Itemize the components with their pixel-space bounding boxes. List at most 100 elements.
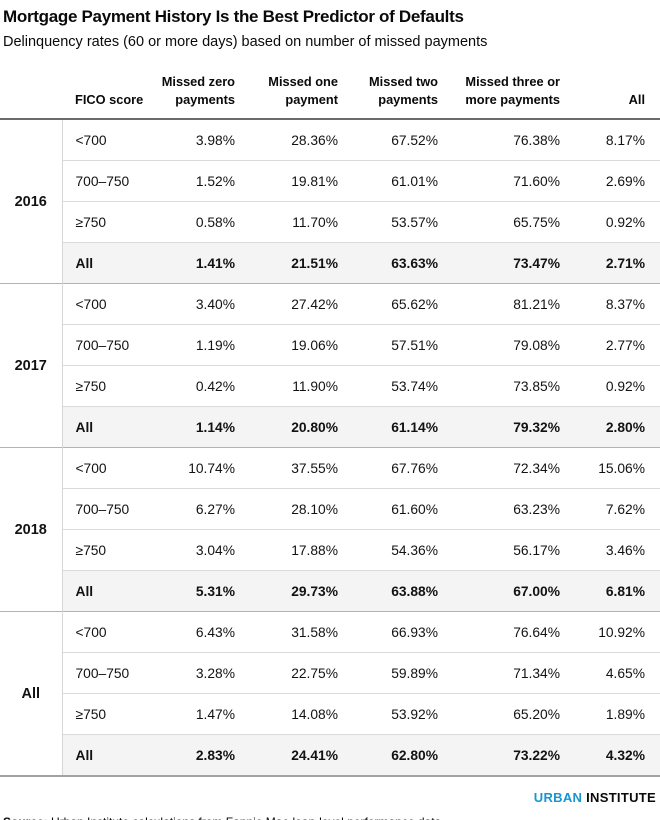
value-cell: 28.10% <box>235 488 338 530</box>
value-cell: 14.08% <box>235 693 338 735</box>
value-cell: 6.27% <box>152 488 235 530</box>
value-cell: 61.01% <box>338 160 438 202</box>
value-cell: 0.92% <box>560 201 660 243</box>
table-row: ≥750 1.47% 14.08% 53.92% 65.20% 1.89% <box>0 693 660 735</box>
value-cell: 11.70% <box>235 201 338 243</box>
delinquency-table: FICO score Missed zero payments Missed o… <box>0 63 660 777</box>
value-cell: 10.92% <box>560 611 660 653</box>
summary-row: All 1.41% 21.51% 63.63% 73.47% 2.71% <box>0 242 660 284</box>
header-row: FICO score Missed zero payments Missed o… <box>0 63 660 120</box>
value-cell: 29.73% <box>235 570 338 612</box>
value-cell: 71.34% <box>438 652 560 694</box>
value-cell: 1.14% <box>152 406 235 448</box>
fico-cell: <700 <box>62 283 152 325</box>
value-cell: 10.74% <box>152 447 235 489</box>
chart-subtitle: Delinquency rates (60 or more days) base… <box>3 34 488 50</box>
fico-cell: All <box>62 242 152 284</box>
logo-word-institute: INSTITUTE <box>586 790 656 805</box>
year-label-2017: 2017 <box>0 283 63 448</box>
summary-row: All 5.31% 29.73% 63.88% 67.00% 6.81% <box>0 570 660 612</box>
value-cell: 76.38% <box>513 132 560 148</box>
value-cell: 63.88% <box>338 570 438 612</box>
value-cell: 1.89% <box>560 693 660 735</box>
fico-cell: <700 <box>62 611 152 653</box>
value-cell: 27.42% <box>235 283 338 325</box>
value-cell: 71.60% <box>438 160 560 202</box>
value-cell: 62.80% <box>338 734 438 776</box>
value-cell: 76.64% <box>438 611 560 653</box>
value-cell: 0.42% <box>152 365 235 407</box>
value-cell: 28.36% <box>291 132 338 148</box>
fico-cell: 700–750 <box>62 488 152 530</box>
table-row: 2016 <700 3.98% 28.36% 67.52% 76.38% 8.1… <box>0 119 660 284</box>
table-header: FICO score Missed zero payments Missed o… <box>0 63 660 120</box>
value-cell: 3.28% <box>152 652 235 694</box>
value-cell: 11.90% <box>235 365 338 407</box>
fico-cell: <700 <box>75 132 107 148</box>
value-cell: 2.69% <box>560 160 660 202</box>
logo-word-urban: URBAN <box>533 790 583 805</box>
value-cell: 53.92% <box>338 693 438 735</box>
header-missed-three-plus: Missed three or more payments <box>438 63 560 120</box>
year-label-2016: 2016 <box>0 119 63 284</box>
header-year-spacer <box>0 63 62 120</box>
value-cell: 37.55% <box>235 447 338 489</box>
value-cell: 2.77% <box>560 324 660 366</box>
value-cell: 3.04% <box>152 529 235 571</box>
value-cell: 79.08% <box>438 324 560 366</box>
value-cell: 73.85% <box>438 365 560 407</box>
table-row: ≥750 0.58% 11.70% 53.57% 65.75% 0.92% <box>0 201 660 243</box>
table-row: All <700 6.43% 31.58% 66.93% 76.64% 10.9… <box>0 611 660 776</box>
fico-cell: ≥750 <box>62 693 152 735</box>
value-cell: 61.14% <box>338 406 438 448</box>
summary-row: All 1.14% 20.80% 61.14% 79.32% 2.80% <box>0 406 660 448</box>
value-cell: 4.32% <box>560 734 660 776</box>
value-cell: 15.06% <box>560 447 660 489</box>
value-cell: 6.81% <box>560 570 660 612</box>
value-cell: 22.75% <box>235 652 338 694</box>
fico-cell: ≥750 <box>62 201 152 243</box>
value-cell: 7.62% <box>560 488 660 530</box>
value-cell: 63.63% <box>338 242 438 284</box>
table-row: ≥750 3.04% 17.88% 54.36% 56.17% 3.46% <box>0 529 660 571</box>
value-cell: 3.40% <box>152 283 235 325</box>
table-row: 700–750 1.52% 19.81% 61.01% 71.60% 2.69% <box>0 160 660 202</box>
fico-cell: 700–750 <box>62 160 152 202</box>
value-cell: 5.31% <box>152 570 235 612</box>
fico-cell: All <box>62 734 152 776</box>
value-cell: 1.41% <box>152 242 235 284</box>
fico-cell: All <box>62 570 152 612</box>
source-text: Urban Institute calculations from Fannie… <box>48 815 445 820</box>
fico-cell: <700 <box>62 447 152 489</box>
table-row: 2017 <700 3.40% 27.42% 65.62% 81.21% 8.3… <box>0 283 660 448</box>
value-cell: 66.93% <box>338 611 438 653</box>
table-row: ≥750 0.42% 11.90% 53.74% 73.85% 0.92% <box>0 365 660 407</box>
value-cell: 65.75% <box>438 201 560 243</box>
value-cell: 73.47% <box>438 242 560 284</box>
value-cell: 53.57% <box>338 201 438 243</box>
fico-cell: ≥750 <box>62 529 152 571</box>
value-cell: 72.34% <box>438 447 560 489</box>
value-cell: 65.20% <box>438 693 560 735</box>
value-cell: 54.36% <box>338 529 438 571</box>
chart-title: Mortgage Payment History Is the Best Pre… <box>3 7 464 26</box>
value-cell: 59.89% <box>338 652 438 694</box>
table-row: 700–750 6.27% 28.10% 61.60% 63.23% 7.62% <box>0 488 660 530</box>
value-cell: 56.17% <box>438 529 560 571</box>
urban-institute-logo: URBAN INSTITUTE <box>0 790 660 805</box>
year-label-all: All <box>0 611 63 776</box>
header-missed-zero: Missed zero payments <box>152 63 235 120</box>
source-label: Source: <box>3 815 48 820</box>
value-cell: 67.00% <box>438 570 560 612</box>
value-cell: 6.43% <box>152 611 235 653</box>
fico-cell: All <box>62 406 152 448</box>
header-fico-score: FICO score <box>62 63 152 120</box>
table-row: 700–750 3.28% 22.75% 59.89% 71.34% 4.65% <box>0 652 660 694</box>
fico-cell: 700–750 <box>62 324 152 366</box>
header-missed-one: Missed one payment <box>235 63 338 120</box>
value-cell: 67.52% <box>391 132 438 148</box>
value-cell: 20.80% <box>235 406 338 448</box>
value-cell: 1.47% <box>152 693 235 735</box>
value-cell: 8.17% <box>605 132 645 148</box>
